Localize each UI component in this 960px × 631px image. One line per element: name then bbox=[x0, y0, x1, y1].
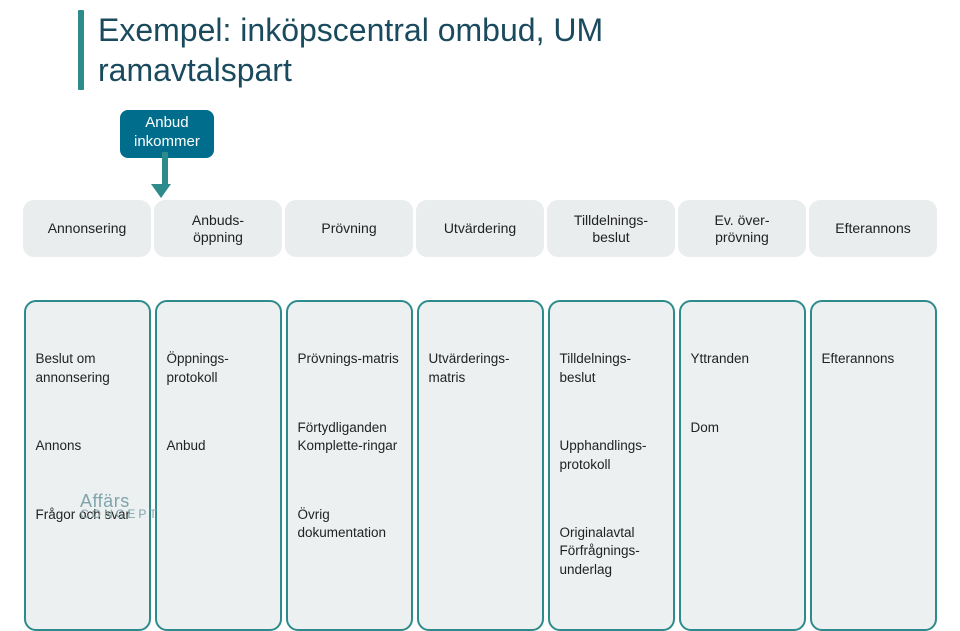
lane-item: Upphandlings-protokoll bbox=[560, 437, 663, 473]
lane-box: Prövnings-matris Förtydliganden Komplett… bbox=[286, 300, 413, 631]
footer-logo: Affärs CONCEPT bbox=[80, 492, 160, 520]
lane-box: Tilldelnings-beslut Upphandlings-protoko… bbox=[548, 300, 675, 631]
stage-box: Annonsering bbox=[23, 200, 151, 257]
lane-item: Dom bbox=[691, 419, 794, 437]
lane-item: Övrig dokumentation bbox=[298, 506, 401, 542]
logo-line2: CONCEPT bbox=[80, 508, 160, 520]
lane-box: Yttranden Dom bbox=[679, 300, 806, 631]
lane-item: Annons bbox=[36, 437, 139, 455]
lane-item: Tilldelnings-beslut bbox=[560, 350, 663, 386]
title-accent-bar bbox=[78, 10, 84, 90]
lane-box: Beslut om annonsering Annons Frågor och … bbox=[24, 300, 151, 631]
process-stage-row: Annonsering Anbuds- öppning Prövning Utv… bbox=[0, 200, 960, 257]
lane-box: Utvärderings-matris bbox=[417, 300, 544, 631]
stage-box: Utvärdering bbox=[416, 200, 544, 257]
lane-box: Öppnings-protokoll Anbud bbox=[155, 300, 282, 631]
lane-item: Yttranden bbox=[691, 350, 794, 368]
slide-title: Exempel: inköpscentral ombud, UM ramavta… bbox=[98, 10, 603, 90]
lane-item: Beslut om annonsering bbox=[36, 350, 139, 386]
lane-item: Efterannons bbox=[822, 350, 925, 368]
lane-item: Öppnings-protokoll bbox=[167, 350, 270, 386]
lane-item: Originalavtal Förfrågnings-underlag bbox=[560, 524, 663, 579]
lane-item: Förtydliganden Komplette-ringar bbox=[298, 419, 401, 455]
stage-box: Ev. över- prövning bbox=[678, 200, 806, 257]
arrow-down-icon bbox=[158, 152, 171, 198]
stage-box: Prövning bbox=[285, 200, 413, 257]
lane-item: Prövnings-matris bbox=[298, 350, 401, 368]
lane-item: Anbud bbox=[167, 437, 270, 455]
stage-box: Tilldelnings- beslut bbox=[547, 200, 675, 257]
stage-box: Anbuds- öppning bbox=[154, 200, 282, 257]
start-node: Anbud inkommer bbox=[120, 110, 214, 158]
lane-item: Utvärderings-matris bbox=[429, 350, 532, 386]
slide-title-block: Exempel: inköpscentral ombud, UM ramavta… bbox=[78, 10, 603, 90]
stage-box: Efterannons bbox=[809, 200, 937, 257]
lane-box: Efterannons bbox=[810, 300, 937, 631]
process-detail-row: Beslut om annonsering Annons Frågor och … bbox=[0, 300, 960, 631]
